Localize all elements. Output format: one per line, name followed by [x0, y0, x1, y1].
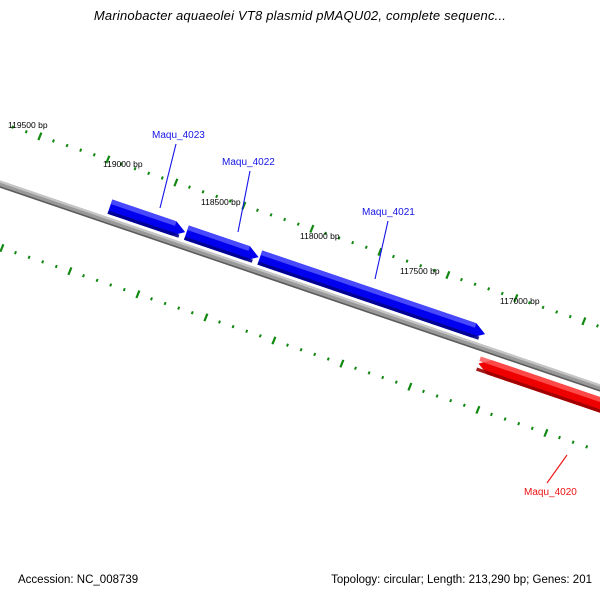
gene-label-maqu-4022[interactable]: Maqu_4022 [222, 157, 275, 168]
tick-row-upper [11, 125, 599, 328]
gene-maqu-4020-shadow [476, 367, 600, 413]
gene-label-maqu-4021[interactable]: Maqu_4021 [362, 207, 415, 218]
page-title: Marinobacter aquaeolei VT8 plasmid pMAQU… [93, 8, 507, 23]
gene-label-maqu-4023[interactable]: Maqu_4023 [152, 130, 205, 141]
gene-label-leader-maqu-4022 [237, 170, 251, 233]
genome-summary-text: Topology: circular; Length: 213,290 bp; … [331, 574, 592, 586]
gene-maqu-4023-highlight [110, 199, 177, 226]
gene-maqu-4023-shadow [107, 210, 180, 238]
bp-tick-label: 117000 bp [500, 296, 540, 306]
gene-label-leader-maqu-4020 [546, 454, 568, 484]
leader-layer [159, 143, 568, 484]
bp-tick-label: 119000 bp [103, 159, 143, 169]
gene-maqu-4022-shadow [183, 236, 253, 263]
genome-backbone-highlight [0, 180, 600, 387]
gene-label-maqu-4020[interactable]: Maqu_4020 [524, 487, 577, 498]
gene-maqu-4021-highlight [260, 250, 477, 328]
tick-layer [0, 125, 599, 449]
tick-row-lower [0, 243, 589, 449]
gene-label-leader-maqu-4023 [159, 143, 177, 209]
gene-label-leader-maqu-4021 [374, 220, 389, 280]
backbone-layer [0, 179, 600, 394]
bp-tick-label: 118500 bp [201, 197, 241, 207]
accession-text: Accession: NC_008739 [18, 574, 139, 586]
gene-maqu-4022-highlight [187, 225, 251, 251]
gene-maqu-4020-highlight [479, 356, 600, 403]
bp-tick-label: 119500 bp [8, 120, 48, 130]
status-bar: Accession: NC_008739 Topology: circular;… [0, 560, 600, 600]
bp-tick-label: 118000 bp [300, 231, 340, 241]
gene-maqu-4021-shadow [257, 261, 480, 340]
genome-backbone[interactable] [0, 179, 600, 394]
genome-backbone-shadow [0, 186, 600, 392]
gene-layer [107, 199, 600, 413]
bp-tick-label: 117500 bp [400, 266, 440, 276]
